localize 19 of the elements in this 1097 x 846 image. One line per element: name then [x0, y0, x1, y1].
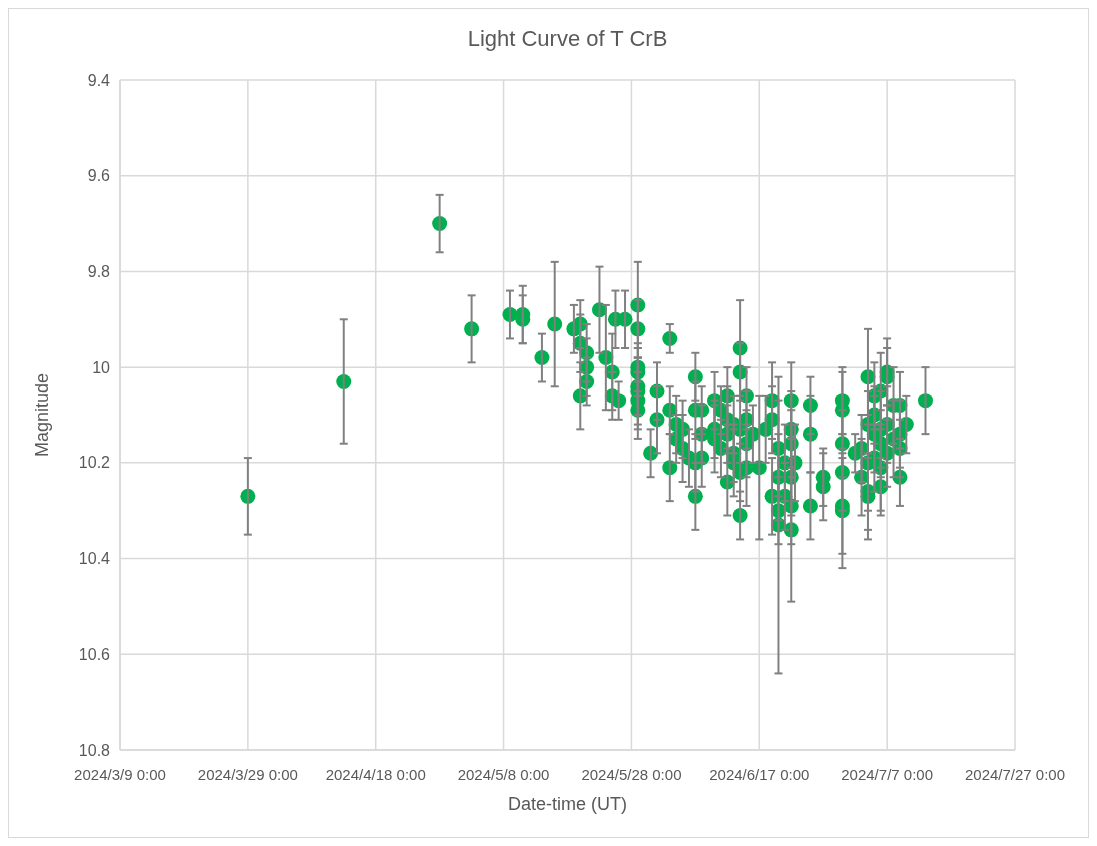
- y-tick-label: 10.8: [78, 741, 111, 759]
- x-tick-label: 2024/4/18 0:00: [325, 766, 426, 784]
- x-tick-label: 2024/5/28 0:00: [581, 766, 682, 784]
- y-tick-label: 10: [92, 358, 111, 376]
- y-tick-label: 9.6: [87, 167, 111, 185]
- y-tick-label: 10.2: [78, 454, 111, 472]
- x-tick-label: 2024/6/17 0:00: [709, 766, 810, 784]
- y-axis-title: Magnitude: [32, 372, 53, 458]
- x-tick-label: 2024/3/9 0:00: [74, 766, 166, 784]
- y-tick-label: 10.6: [78, 645, 111, 663]
- y-tick-label: 9.4: [87, 71, 111, 89]
- x-tick-label: 2024/7/7 0:00: [841, 766, 934, 784]
- x-tick-label: 2024/5/8 0:00: [457, 766, 550, 784]
- chart-title: Light Curve of T CrB: [467, 25, 668, 51]
- x-axis-title: Date-time (UT): [507, 794, 628, 815]
- y-tick-label: 9.8: [87, 263, 111, 281]
- x-tick-label: 2024/7/27 0:00: [964, 766, 1066, 784]
- y-tick-label: 10.4: [78, 550, 111, 568]
- x-tick-label: 2024/3/29 0:00: [197, 766, 298, 784]
